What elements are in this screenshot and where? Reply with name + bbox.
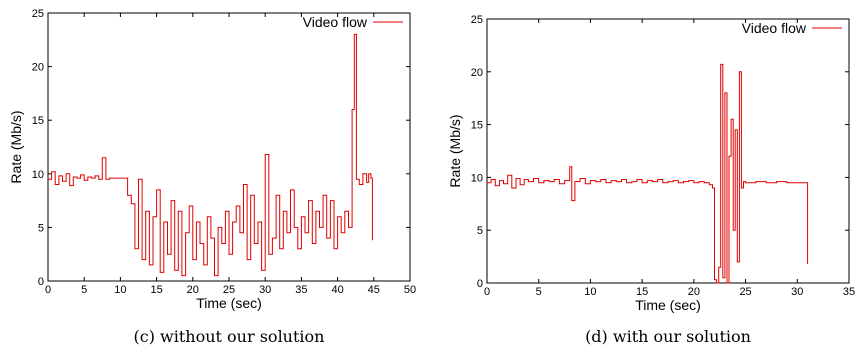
figure-caption: (d) with our solution [585, 327, 751, 346]
series-line-video-flow [487, 63, 809, 284]
y-tick-label: 0 [38, 276, 44, 288]
y-tick-label: 25 [32, 8, 44, 20]
x-tick-label: 0 [484, 286, 490, 298]
x-axis-label: Time (sec) [635, 297, 701, 313]
legend-label: Video flow [742, 20, 807, 36]
y-tick-label: 15 [471, 120, 483, 132]
y-tick-label: 10 [32, 169, 44, 181]
y-tick-label: 20 [32, 62, 44, 74]
x-tick-label: 20 [688, 286, 700, 298]
series-line-video-flow [48, 33, 373, 277]
x-tick-label: 35 [295, 284, 307, 296]
chart-with-solution: 0 5 10 15 20 25 30 35 0 5 10 15 20 25 Time (sec) Rate (… [447, 14, 855, 346]
x-tick-label: 35 [843, 286, 855, 298]
y-tick-label: 25 [471, 14, 483, 26]
x-tick-label: 10 [584, 286, 596, 298]
y-axis-label: Rate (Mb/s) [447, 114, 463, 187]
y-tick-label: 20 [471, 67, 483, 79]
x-tick-label: 15 [150, 284, 162, 296]
y-tick-label: 15 [32, 115, 44, 127]
y-tick-label: 5 [38, 222, 44, 234]
x-axis-label: Time (sec) [196, 295, 262, 311]
x-tick-label: 25 [223, 284, 235, 296]
x-tick-label: 15 [636, 286, 648, 298]
y-tick-label: 10 [471, 172, 483, 184]
x-tick-label: 30 [259, 284, 271, 296]
plot-frame [486, 18, 850, 284]
x-tick-label: 30 [791, 286, 803, 298]
y-axis-label: Rate (Mb/s) [8, 110, 24, 183]
x-tick-label: 0 [45, 284, 51, 296]
x-tick-label: 50 [404, 284, 416, 296]
y-tick-label: 0 [477, 278, 483, 290]
x-tick-label: 5 [536, 286, 542, 298]
x-tick-label: 25 [739, 286, 751, 298]
figure-caption: (c) without our solution [134, 327, 325, 346]
x-tick-label: 20 [187, 284, 199, 296]
x-tick-label: 45 [368, 284, 380, 296]
x-tick-label: 10 [114, 284, 126, 296]
legend-label: Video flow [303, 14, 368, 30]
x-tick-label: 40 [331, 284, 343, 296]
x-tick-label: 5 [81, 284, 87, 296]
y-tick-label: 5 [477, 225, 483, 237]
